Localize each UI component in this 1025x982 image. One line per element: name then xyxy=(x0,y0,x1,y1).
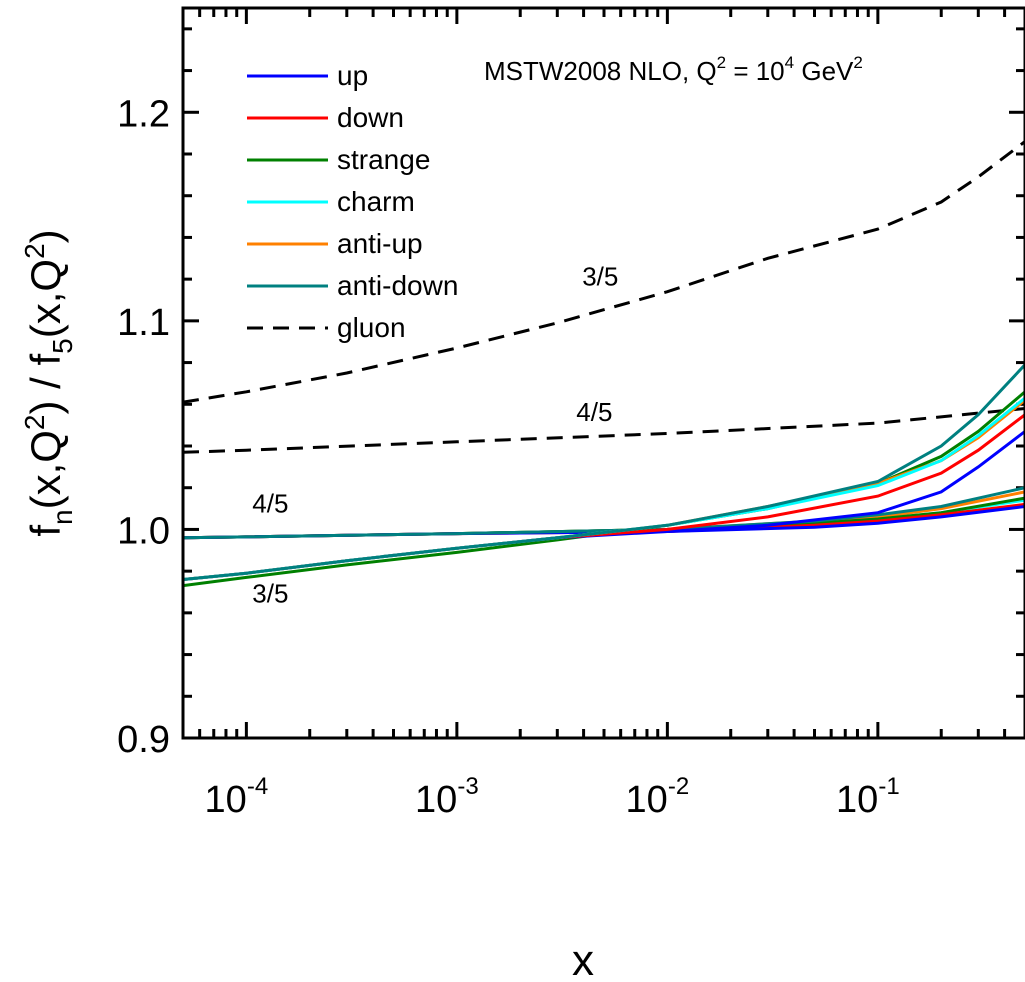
ylabel-sub-n: n xyxy=(47,509,78,525)
annotations-group: 3/5 4/5 4/5 3/5 xyxy=(252,261,618,608)
title-sup3: 2 xyxy=(853,53,862,72)
legend-label-anti-down: anti-down xyxy=(337,270,458,301)
x-tick-base: 10 xyxy=(205,779,247,821)
ylabel-f: f xyxy=(22,525,69,537)
title-sup1: 2 xyxy=(717,53,726,72)
x-tick-label: 10-2 xyxy=(626,773,690,821)
ratio-annotation: 4/5 xyxy=(576,397,612,427)
x-tick-base: 10 xyxy=(415,779,457,821)
ylabel-close: ) xyxy=(22,229,69,243)
x-axis-label: x xyxy=(572,936,594,982)
series-gluon-3-5 xyxy=(183,140,1025,404)
x-tick-label: 10-3 xyxy=(415,773,479,821)
title-main: MSTW2008 NLO, Q xyxy=(484,56,717,86)
ratio-annotation: 4/5 xyxy=(252,489,288,519)
y-axis-label: fn(x,Q2) / f5(x,Q2) xyxy=(19,229,78,536)
y-tick-label: 1.1 xyxy=(117,302,170,344)
ylabel-sup1: 2 xyxy=(19,415,50,431)
x-tick-base: 10 xyxy=(626,779,668,821)
plot-frame xyxy=(181,6,1025,740)
x-tick-exponent: -3 xyxy=(457,773,478,800)
y-tick-label: 1.2 xyxy=(117,93,170,135)
x-tick-label: 10-1 xyxy=(836,773,900,821)
ylabel-sup2: 2 xyxy=(19,243,50,259)
title-unit: GeV xyxy=(794,56,854,86)
series-anti-down-4-5 xyxy=(183,486,1025,540)
series-group xyxy=(183,140,1025,588)
ylabel-xq1: (x,Q xyxy=(22,430,69,509)
ylabel-sub-5: 5 xyxy=(47,338,78,354)
x-tick-exponent: -2 xyxy=(668,773,689,800)
legend-label-down: down xyxy=(337,102,404,133)
ylabel-div: ) / f xyxy=(22,354,69,415)
y-tick-label: 1.0 xyxy=(117,510,170,552)
ratio-annotation: 3/5 xyxy=(582,261,618,291)
x-tick-exponent: -4 xyxy=(247,773,268,800)
legend-label-up: up xyxy=(337,60,368,91)
ratio-annotation: 3/5 xyxy=(252,578,288,608)
legend-label-charm: charm xyxy=(337,186,415,217)
legend-label-gluon: gluon xyxy=(337,312,406,343)
series-down-3-5 xyxy=(183,413,1025,581)
chart-title: MSTW2008 NLO, Q2 = 104 GeV2 xyxy=(484,53,863,86)
series-up-3-5 xyxy=(183,430,1025,581)
legend: up down strange charm anti-up anti-down gluon xyxy=(247,60,458,343)
series-gluon-4-5 xyxy=(183,407,1025,454)
x-tick-label: 10-4 xyxy=(205,773,269,821)
tick-labels: 10-4 10-3 10-2 10-10.91.01.11.2 xyxy=(117,93,900,821)
ylabel-xq2: (x,Q xyxy=(22,259,69,338)
legend-label-anti-up: anti-up xyxy=(337,228,423,259)
x-tick-base: 10 xyxy=(836,779,878,821)
y-tick-label: 0.9 xyxy=(117,719,170,761)
series-anti-down-3-5 xyxy=(183,363,1025,581)
x-tick-exponent: -1 xyxy=(878,773,899,800)
title-mid: = 10 xyxy=(726,56,785,86)
title-sup2: 4 xyxy=(785,53,794,72)
legend-label-strange: strange xyxy=(337,144,430,175)
